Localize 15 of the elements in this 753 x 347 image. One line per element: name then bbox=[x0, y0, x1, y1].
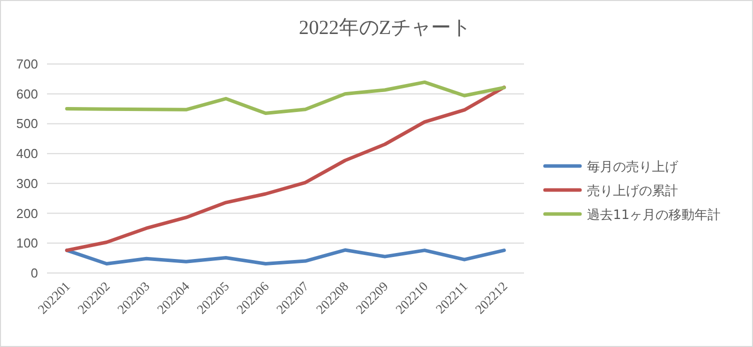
y-tick-label: 500 bbox=[16, 116, 38, 132]
chart-title: 2022年のZチャート bbox=[298, 17, 472, 39]
line-series bbox=[65, 80, 506, 116]
line-series bbox=[65, 86, 506, 252]
y-tick-label: 400 bbox=[16, 146, 38, 162]
y-tick-label: 0 bbox=[30, 266, 38, 280]
y-tick-label: 700 bbox=[16, 56, 38, 72]
y-tick-label: 600 bbox=[16, 86, 38, 102]
line-series bbox=[65, 248, 506, 266]
legend-label: 売り上げの累計 bbox=[587, 184, 678, 199]
legend-label: 毎月の売り上げ bbox=[587, 160, 679, 175]
y-tick-label: 300 bbox=[16, 176, 38, 191]
y-tick-label: 200 bbox=[16, 206, 38, 221]
legend-label: 過去11ヶ月の移動年計 bbox=[587, 208, 721, 223]
y-tick-label: 100 bbox=[16, 236, 38, 251]
